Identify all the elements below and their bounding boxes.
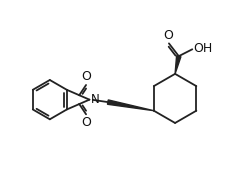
- Text: N: N: [91, 93, 100, 106]
- Text: O: O: [81, 116, 91, 129]
- Text: OH: OH: [193, 42, 213, 55]
- Text: O: O: [81, 70, 91, 83]
- Polygon shape: [107, 100, 154, 111]
- Text: O: O: [164, 29, 173, 42]
- Polygon shape: [175, 56, 181, 74]
